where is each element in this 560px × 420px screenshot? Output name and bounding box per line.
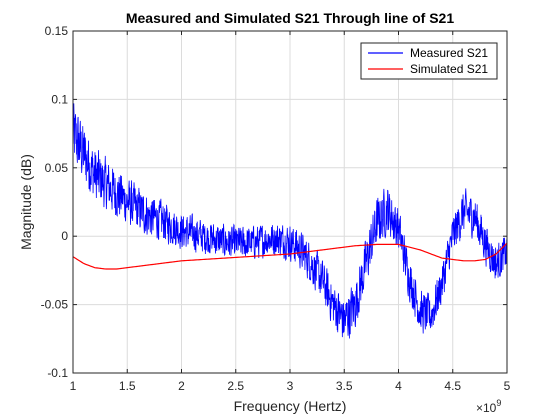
x-tick-label: 2: [178, 379, 185, 393]
x-exponent-base: ×10: [476, 401, 497, 415]
y-tick-label: 0.1: [51, 92, 68, 106]
x-tick-label: 3.5: [336, 379, 353, 393]
x-exponent-power: 9: [496, 398, 501, 408]
y-tick-label: 0.05: [45, 161, 69, 175]
legend-label: Measured S21: [410, 46, 488, 60]
y-tick-label: 0: [61, 229, 68, 243]
chart-title: Measured and Simulated S21 Through line …: [126, 10, 455, 26]
series-layer: [73, 103, 507, 339]
series-line-simulated: [73, 242, 507, 270]
x-tick-label: 2.5: [227, 379, 244, 393]
y-tick-label: -0.05: [41, 298, 69, 312]
x-axis-exponent: ×109: [476, 398, 501, 415]
ticks: [72, 30, 508, 374]
legend-label: Simulated S21: [410, 62, 488, 76]
x-tick-label: 4: [395, 379, 402, 393]
y-axis-label: Magnitude (dB): [18, 154, 34, 250]
y-tick-label: -0.1: [47, 366, 68, 380]
y-tick-label: 0.15: [45, 24, 69, 38]
legend: Measured S21 Simulated S21: [360, 42, 498, 80]
x-tick-label: 1.5: [119, 379, 136, 393]
x-axis-label: Frequency (Hertz): [234, 398, 347, 414]
series-line-measured: [73, 103, 507, 339]
x-tick-label: 4.5: [444, 379, 461, 393]
x-tick-label: 1: [70, 379, 77, 393]
x-tick-label: 3: [287, 379, 294, 393]
legend-entries: Measured S21 Simulated S21: [368, 46, 488, 76]
legend-box: [360, 42, 498, 80]
x-tick-label: 5: [504, 379, 511, 393]
tick-labels: 1 1.5 2 2.5 3 3.5 4 4.5 5 -0.1 -0.05 0 0.05 0.1 0.15: [41, 24, 511, 393]
